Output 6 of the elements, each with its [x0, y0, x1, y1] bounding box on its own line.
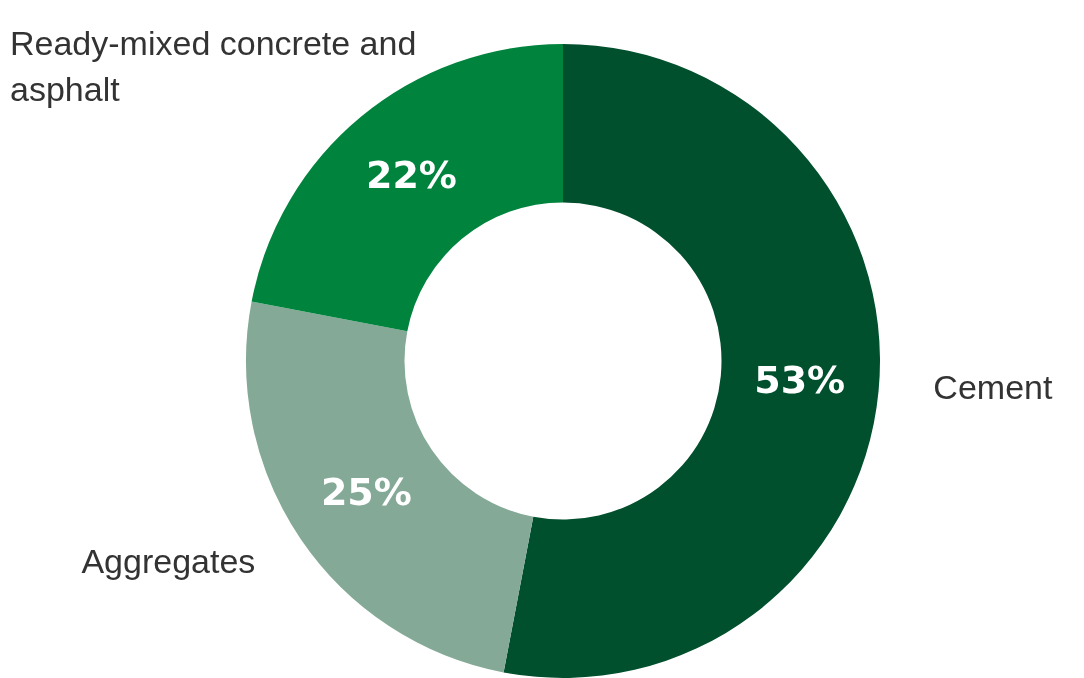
- data-label: 53%: [754, 358, 846, 403]
- slice-label: Ready-mixed concrete and asphalt: [10, 23, 417, 108]
- slice-label: Cement: [933, 368, 1053, 407]
- data-label: 22%: [365, 152, 457, 197]
- data-label: 25%: [320, 469, 412, 514]
- slice-label: Aggregates: [81, 542, 256, 581]
